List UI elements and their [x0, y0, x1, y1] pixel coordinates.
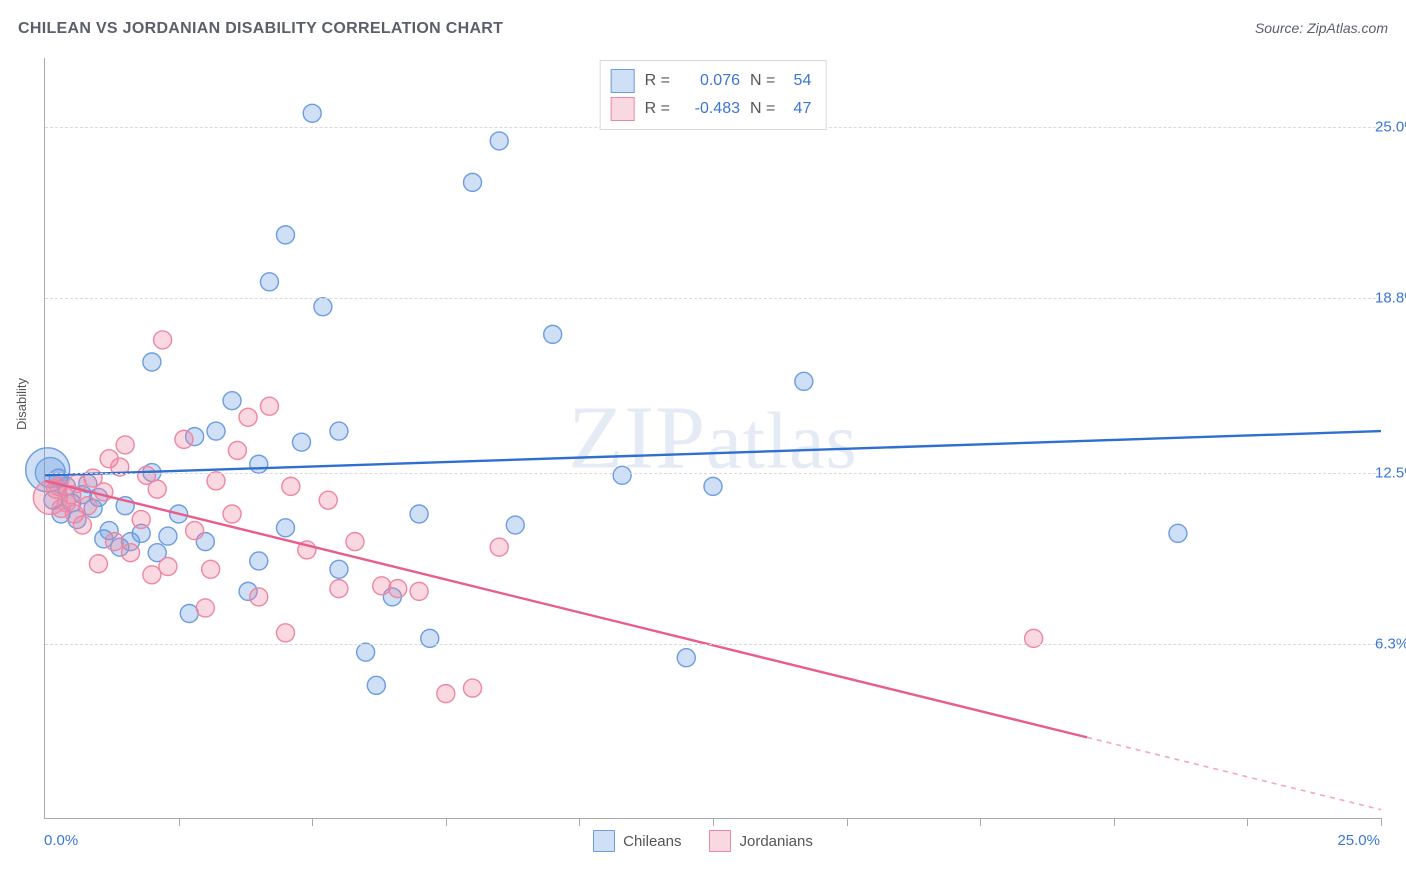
- data-point: [490, 132, 508, 150]
- data-point: [73, 516, 91, 534]
- data-point: [330, 422, 348, 440]
- page-title: CHILEAN VS JORDANIAN DISABILITY CORRELAT…: [18, 20, 503, 38]
- source-credit: Source: ZipAtlas.com: [1255, 20, 1388, 36]
- data-point: [202, 560, 220, 578]
- data-point: [357, 643, 375, 661]
- data-point: [250, 455, 268, 473]
- x-tick: [847, 818, 848, 826]
- x-tick: [713, 818, 714, 826]
- data-point: [223, 505, 241, 523]
- data-point: [260, 397, 278, 415]
- x-tick: [980, 818, 981, 826]
- x-tick: [312, 818, 313, 826]
- data-point: [319, 491, 337, 509]
- data-point: [276, 624, 294, 642]
- data-point: [367, 676, 385, 694]
- series-legend: Chileans Jordanians: [0, 830, 1406, 852]
- data-point: [276, 226, 294, 244]
- data-point: [506, 516, 524, 534]
- data-point: [373, 577, 391, 595]
- legend-row-blue: R = 0.076 N = 54: [611, 67, 812, 95]
- data-point: [180, 604, 198, 622]
- data-point: [613, 466, 631, 484]
- data-point: [196, 599, 214, 617]
- data-point: [389, 580, 407, 598]
- data-point: [464, 679, 482, 697]
- data-point: [282, 477, 300, 495]
- x-tick: [1114, 818, 1115, 826]
- data-point: [175, 430, 193, 448]
- gridline: [45, 644, 1381, 645]
- data-point: [303, 104, 321, 122]
- data-point: [346, 533, 364, 551]
- data-point: [410, 582, 428, 600]
- data-point: [132, 511, 150, 529]
- x-tick: [446, 818, 447, 826]
- data-point: [437, 685, 455, 703]
- y-tick-label: 6.3%: [1375, 635, 1406, 652]
- y-tick-label: 12.5%: [1375, 464, 1406, 481]
- data-point: [410, 505, 428, 523]
- x-tick: [1381, 818, 1382, 826]
- swatch-pink: [709, 830, 731, 852]
- data-point: [143, 566, 161, 584]
- data-point: [207, 422, 225, 440]
- legend-row-pink: R = -0.483 N = 47: [611, 95, 812, 123]
- legend-item-pink: Jordanians: [709, 830, 812, 852]
- data-point: [260, 273, 278, 291]
- data-point: [154, 331, 172, 349]
- legend-label-pink: Jordanians: [739, 833, 812, 850]
- legend-swatch-pink: [611, 97, 635, 121]
- swatch-blue: [593, 830, 615, 852]
- data-point: [228, 441, 246, 459]
- scatter-chart: ZIPatlas R = 0.076 N = 54 R = -0.483 N =…: [44, 58, 1381, 819]
- data-point: [250, 588, 268, 606]
- data-point: [490, 538, 508, 556]
- data-point: [122, 544, 140, 562]
- data-point: [239, 408, 257, 426]
- data-point: [795, 372, 813, 390]
- data-point: [79, 497, 97, 515]
- data-point: [159, 527, 177, 545]
- x-tick: [1247, 818, 1248, 826]
- data-point: [677, 649, 695, 667]
- data-point: [704, 477, 722, 495]
- data-point: [148, 480, 166, 498]
- data-point: [105, 533, 123, 551]
- correlation-legend: R = 0.076 N = 54 R = -0.483 N = 47: [600, 60, 827, 130]
- gridline: [45, 473, 1381, 474]
- y-tick-label: 18.8%: [1375, 290, 1406, 307]
- data-point: [1169, 524, 1187, 542]
- data-point: [95, 483, 113, 501]
- data-point: [330, 560, 348, 578]
- data-point: [250, 552, 268, 570]
- data-point: [314, 298, 332, 316]
- x-tick: [179, 818, 180, 826]
- data-point: [330, 580, 348, 598]
- data-point: [293, 433, 311, 451]
- legend-swatch-blue: [611, 69, 635, 93]
- data-point: [276, 519, 294, 537]
- legend-item-blue: Chileans: [593, 830, 681, 852]
- data-point: [116, 436, 134, 454]
- data-point: [544, 325, 562, 343]
- data-point: [159, 558, 177, 576]
- data-point: [186, 522, 204, 540]
- data-point: [464, 173, 482, 191]
- gridline: [45, 298, 1381, 299]
- y-axis-title: Disability: [14, 378, 29, 430]
- x-tick: [579, 818, 580, 826]
- legend-label-blue: Chileans: [623, 833, 681, 850]
- data-point: [89, 555, 107, 573]
- data-point: [143, 353, 161, 371]
- header: CHILEAN VS JORDANIAN DISABILITY CORRELAT…: [18, 20, 1388, 38]
- data-point: [223, 392, 241, 410]
- plot-svg: [45, 58, 1381, 818]
- y-tick-label: 25.0%: [1375, 119, 1406, 136]
- data-point: [207, 472, 225, 490]
